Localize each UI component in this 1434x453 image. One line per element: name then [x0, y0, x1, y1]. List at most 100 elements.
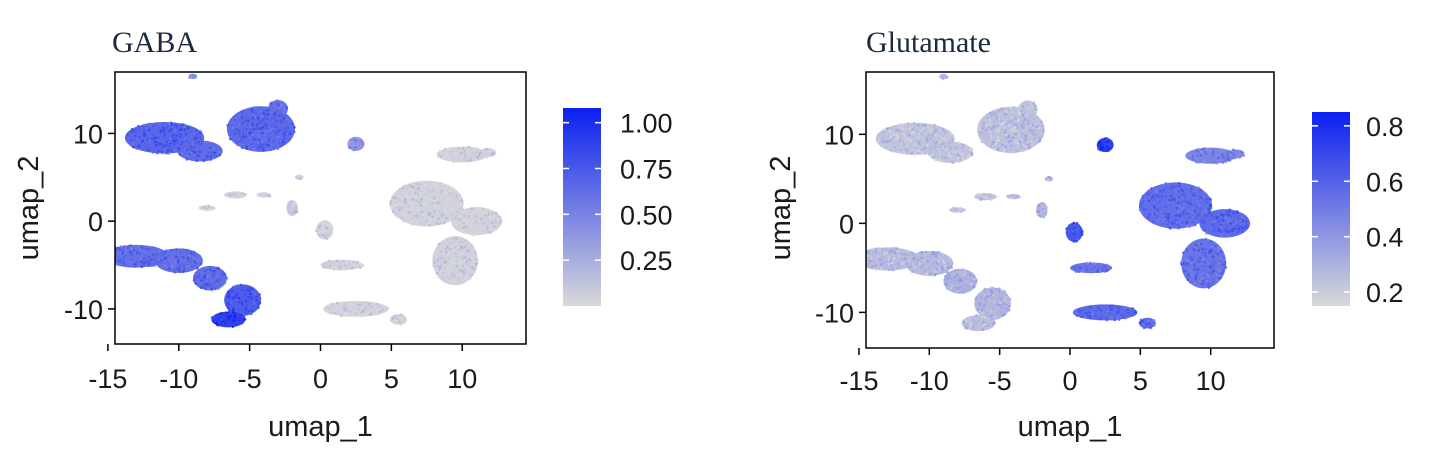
point	[1021, 114, 1025, 117]
point	[1109, 139, 1113, 143]
point	[245, 113, 249, 116]
point	[880, 138, 883, 142]
point	[221, 320, 224, 324]
point	[1021, 137, 1025, 141]
point	[443, 186, 447, 190]
point	[1171, 192, 1175, 196]
point	[497, 218, 500, 222]
colorbar-tick-label: 0.4	[1366, 223, 1404, 253]
point	[984, 297, 988, 300]
point	[937, 260, 941, 263]
point	[1191, 200, 1194, 204]
point	[1150, 206, 1154, 210]
point	[217, 150, 220, 153]
point	[273, 128, 277, 131]
point	[345, 259, 349, 263]
point	[243, 136, 247, 140]
point	[1025, 112, 1028, 116]
point	[1231, 213, 1235, 217]
point	[419, 204, 422, 207]
point	[268, 111, 272, 115]
point	[323, 235, 327, 238]
point	[1221, 219, 1224, 222]
point	[232, 136, 236, 139]
point	[203, 267, 207, 270]
point	[465, 271, 469, 274]
point	[860, 264, 863, 267]
x-tick-label: -10	[159, 364, 198, 394]
point	[903, 256, 906, 260]
point	[1194, 214, 1197, 217]
point	[260, 119, 264, 123]
point	[321, 236, 325, 240]
point	[920, 259, 923, 263]
point	[856, 257, 859, 260]
point	[285, 118, 288, 121]
point	[228, 317, 231, 321]
point	[408, 183, 412, 187]
point	[170, 149, 173, 152]
point	[499, 221, 502, 224]
point	[909, 139, 912, 143]
point	[124, 248, 128, 251]
point	[137, 127, 140, 131]
point	[1013, 123, 1016, 127]
point	[231, 285, 235, 289]
point	[1234, 154, 1238, 157]
point	[1158, 196, 1161, 199]
point	[1189, 281, 1192, 284]
point	[247, 118, 250, 121]
point	[1022, 126, 1025, 130]
point	[1156, 208, 1159, 211]
point	[1133, 310, 1136, 314]
point	[974, 321, 977, 325]
point	[996, 110, 1000, 113]
point	[895, 247, 899, 250]
point	[1204, 252, 1208, 255]
point	[1047, 178, 1050, 181]
point	[136, 147, 139, 150]
point	[450, 240, 454, 244]
point	[228, 130, 231, 133]
point	[258, 301, 262, 305]
point	[1179, 193, 1182, 196]
point	[455, 246, 459, 250]
point	[1165, 213, 1169, 216]
point	[268, 114, 272, 118]
point	[475, 151, 478, 154]
point	[1215, 278, 1218, 282]
point	[174, 123, 177, 127]
x-tick-label: 10	[1196, 366, 1226, 396]
point	[448, 251, 451, 254]
point	[888, 127, 891, 130]
point	[160, 150, 163, 153]
point	[325, 262, 329, 266]
point	[400, 210, 404, 214]
point	[442, 255, 446, 258]
point	[1227, 227, 1231, 231]
point	[1204, 223, 1207, 226]
point	[228, 133, 231, 137]
point	[1097, 310, 1100, 313]
point	[1072, 221, 1076, 225]
point	[286, 124, 290, 127]
point	[937, 155, 940, 158]
point	[468, 145, 471, 149]
point	[263, 113, 266, 116]
point	[447, 185, 451, 189]
point	[950, 161, 954, 164]
point	[335, 307, 339, 310]
point	[1166, 186, 1170, 190]
point	[1032, 119, 1035, 123]
point	[344, 311, 347, 315]
point	[422, 188, 426, 191]
point	[986, 318, 989, 321]
point	[152, 246, 155, 249]
point	[212, 316, 216, 319]
point	[151, 253, 155, 257]
point	[136, 137, 139, 140]
point	[916, 136, 920, 139]
point	[993, 109, 997, 113]
point	[898, 151, 902, 154]
